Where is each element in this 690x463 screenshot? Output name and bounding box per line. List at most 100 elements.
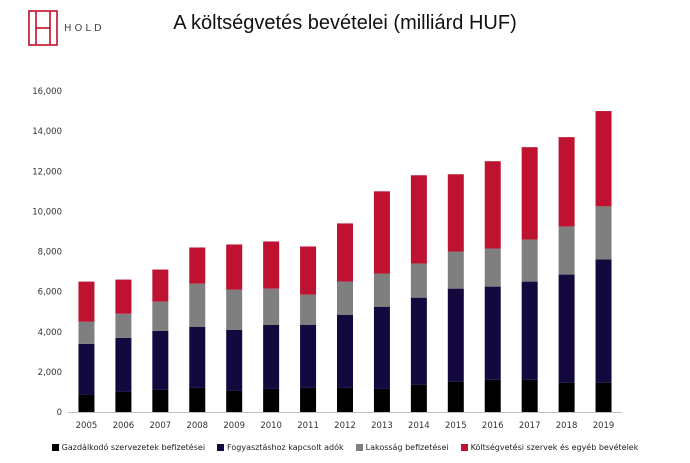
y-tick-label: 8,000 [38, 248, 62, 258]
y-tick-label: 6,000 [38, 288, 62, 298]
y-tick-label: 16,000 [32, 87, 62, 97]
bar-segment [189, 247, 206, 284]
chart-title: A költségvetés bevételei (milliárd HUF) [173, 12, 517, 34]
x-tick-label: 2006 [113, 421, 135, 431]
x-tick-label: 2005 [76, 421, 98, 431]
bar-segment [373, 191, 390, 274]
y-tick-label: 14,000 [32, 127, 62, 137]
bar-segment [558, 137, 575, 227]
bar-segment [373, 273, 390, 307]
bar-segment [410, 384, 427, 412]
x-tick-label: 2018 [556, 421, 578, 431]
legend-label: Költségvetési szervek és egyéb bevételek [470, 443, 639, 452]
bar-segment [226, 390, 243, 412]
bar-segment [263, 388, 280, 412]
y-tick-label: 10,000 [32, 207, 62, 217]
bar-segment [484, 248, 501, 287]
bar-segment [78, 343, 95, 395]
bar-segment [152, 269, 169, 302]
bar-segment [189, 283, 206, 327]
bar-segment [337, 281, 353, 315]
y-tick-label: 4,000 [38, 328, 62, 338]
x-tick-label: 2008 [186, 421, 208, 431]
x-tick-label: 2010 [260, 421, 282, 431]
bar-segment [226, 289, 243, 330]
legend-item: Lakosság befizetései [355, 443, 449, 452]
bar-segment [263, 288, 280, 325]
legend-label: Gazdálkodó szervezetek befizetései [61, 443, 206, 452]
bar-segment [78, 321, 95, 344]
brand-name: HOLD [64, 22, 105, 34]
bar-segment [300, 387, 317, 412]
x-tick-label: 2014 [408, 421, 430, 431]
bar-segment [373, 306, 390, 389]
x-tick-label: 2015 [445, 421, 467, 431]
bar-segment [78, 394, 95, 412]
bar-segment [263, 324, 280, 389]
hold-logo-mark-icon [28, 10, 58, 46]
bar-segment [410, 297, 427, 385]
bar-segment [595, 382, 612, 412]
x-tick-label: 2016 [482, 421, 504, 431]
y-tick-label: 2,000 [38, 368, 62, 378]
legend-swatch [51, 444, 59, 451]
bar-segment [226, 244, 243, 290]
bar-segment [447, 288, 464, 382]
legend-label: Lakosság befizetései [365, 443, 449, 452]
x-tick-label: 2009 [223, 421, 245, 431]
bar-segment [484, 161, 501, 249]
bar-segment [521, 239, 538, 282]
legend-swatch [217, 444, 225, 451]
y-tick-label: 12,000 [32, 167, 62, 177]
bar-segment [189, 326, 206, 388]
bar-segment [447, 381, 464, 412]
bar-segment [521, 147, 538, 240]
bar-segment [189, 387, 206, 412]
legend-label: Fogyasztáshoz kapcsolt adók [227, 443, 344, 452]
bar-segment [558, 382, 575, 412]
x-tick-label: 2012 [334, 421, 356, 431]
bar-segment [558, 274, 575, 383]
x-tick-label: 2013 [371, 421, 393, 431]
bar-segment [410, 175, 427, 264]
bar-segment [410, 263, 427, 298]
bar-segment [484, 286, 501, 380]
bar-segment [521, 281, 538, 380]
bar-segment [115, 391, 132, 412]
bar-segment [300, 324, 317, 388]
bar-segment [300, 294, 317, 325]
bar-segment [447, 174, 464, 252]
bar-segment [595, 111, 612, 207]
bar-segment [337, 387, 353, 412]
bar-segment [595, 206, 612, 260]
hold-logo: HOLD [28, 10, 105, 46]
x-tick-label: 2011 [297, 421, 319, 431]
legend-swatch [460, 444, 468, 451]
bar-segment [521, 379, 538, 412]
bar-segment [337, 223, 353, 282]
legend-item: Gazdálkodó szervezetek befizetései [51, 443, 206, 452]
bar-segment [337, 314, 353, 388]
bar-segment [152, 301, 169, 331]
bar-segment [263, 241, 280, 289]
x-tick-label: 2007 [150, 421, 172, 431]
bar-segment [115, 337, 132, 392]
legend-item: Fogyasztáshoz kapcsolt adók [217, 443, 344, 452]
x-tick-label: 2017 [519, 421, 541, 431]
bar-segment [78, 281, 95, 322]
bar-segment [115, 279, 132, 314]
x-tick-label: 2019 [593, 421, 615, 431]
chart-legend: Gazdálkodó szervezetek befizetései Fogyas… [0, 443, 690, 452]
bar-segment [484, 379, 501, 412]
bar-segment [152, 330, 169, 390]
y-tick-label: 0 [57, 408, 62, 418]
legend-swatch [355, 444, 363, 451]
legend-item: Költségvetési szervek és egyéb bevételek [460, 443, 639, 452]
bar-segment [447, 251, 464, 289]
bar-segment [373, 388, 390, 412]
bar-segment [226, 329, 243, 391]
bar-segment [595, 259, 612, 383]
bar-segment [152, 389, 169, 412]
bar-segment [300, 246, 317, 295]
